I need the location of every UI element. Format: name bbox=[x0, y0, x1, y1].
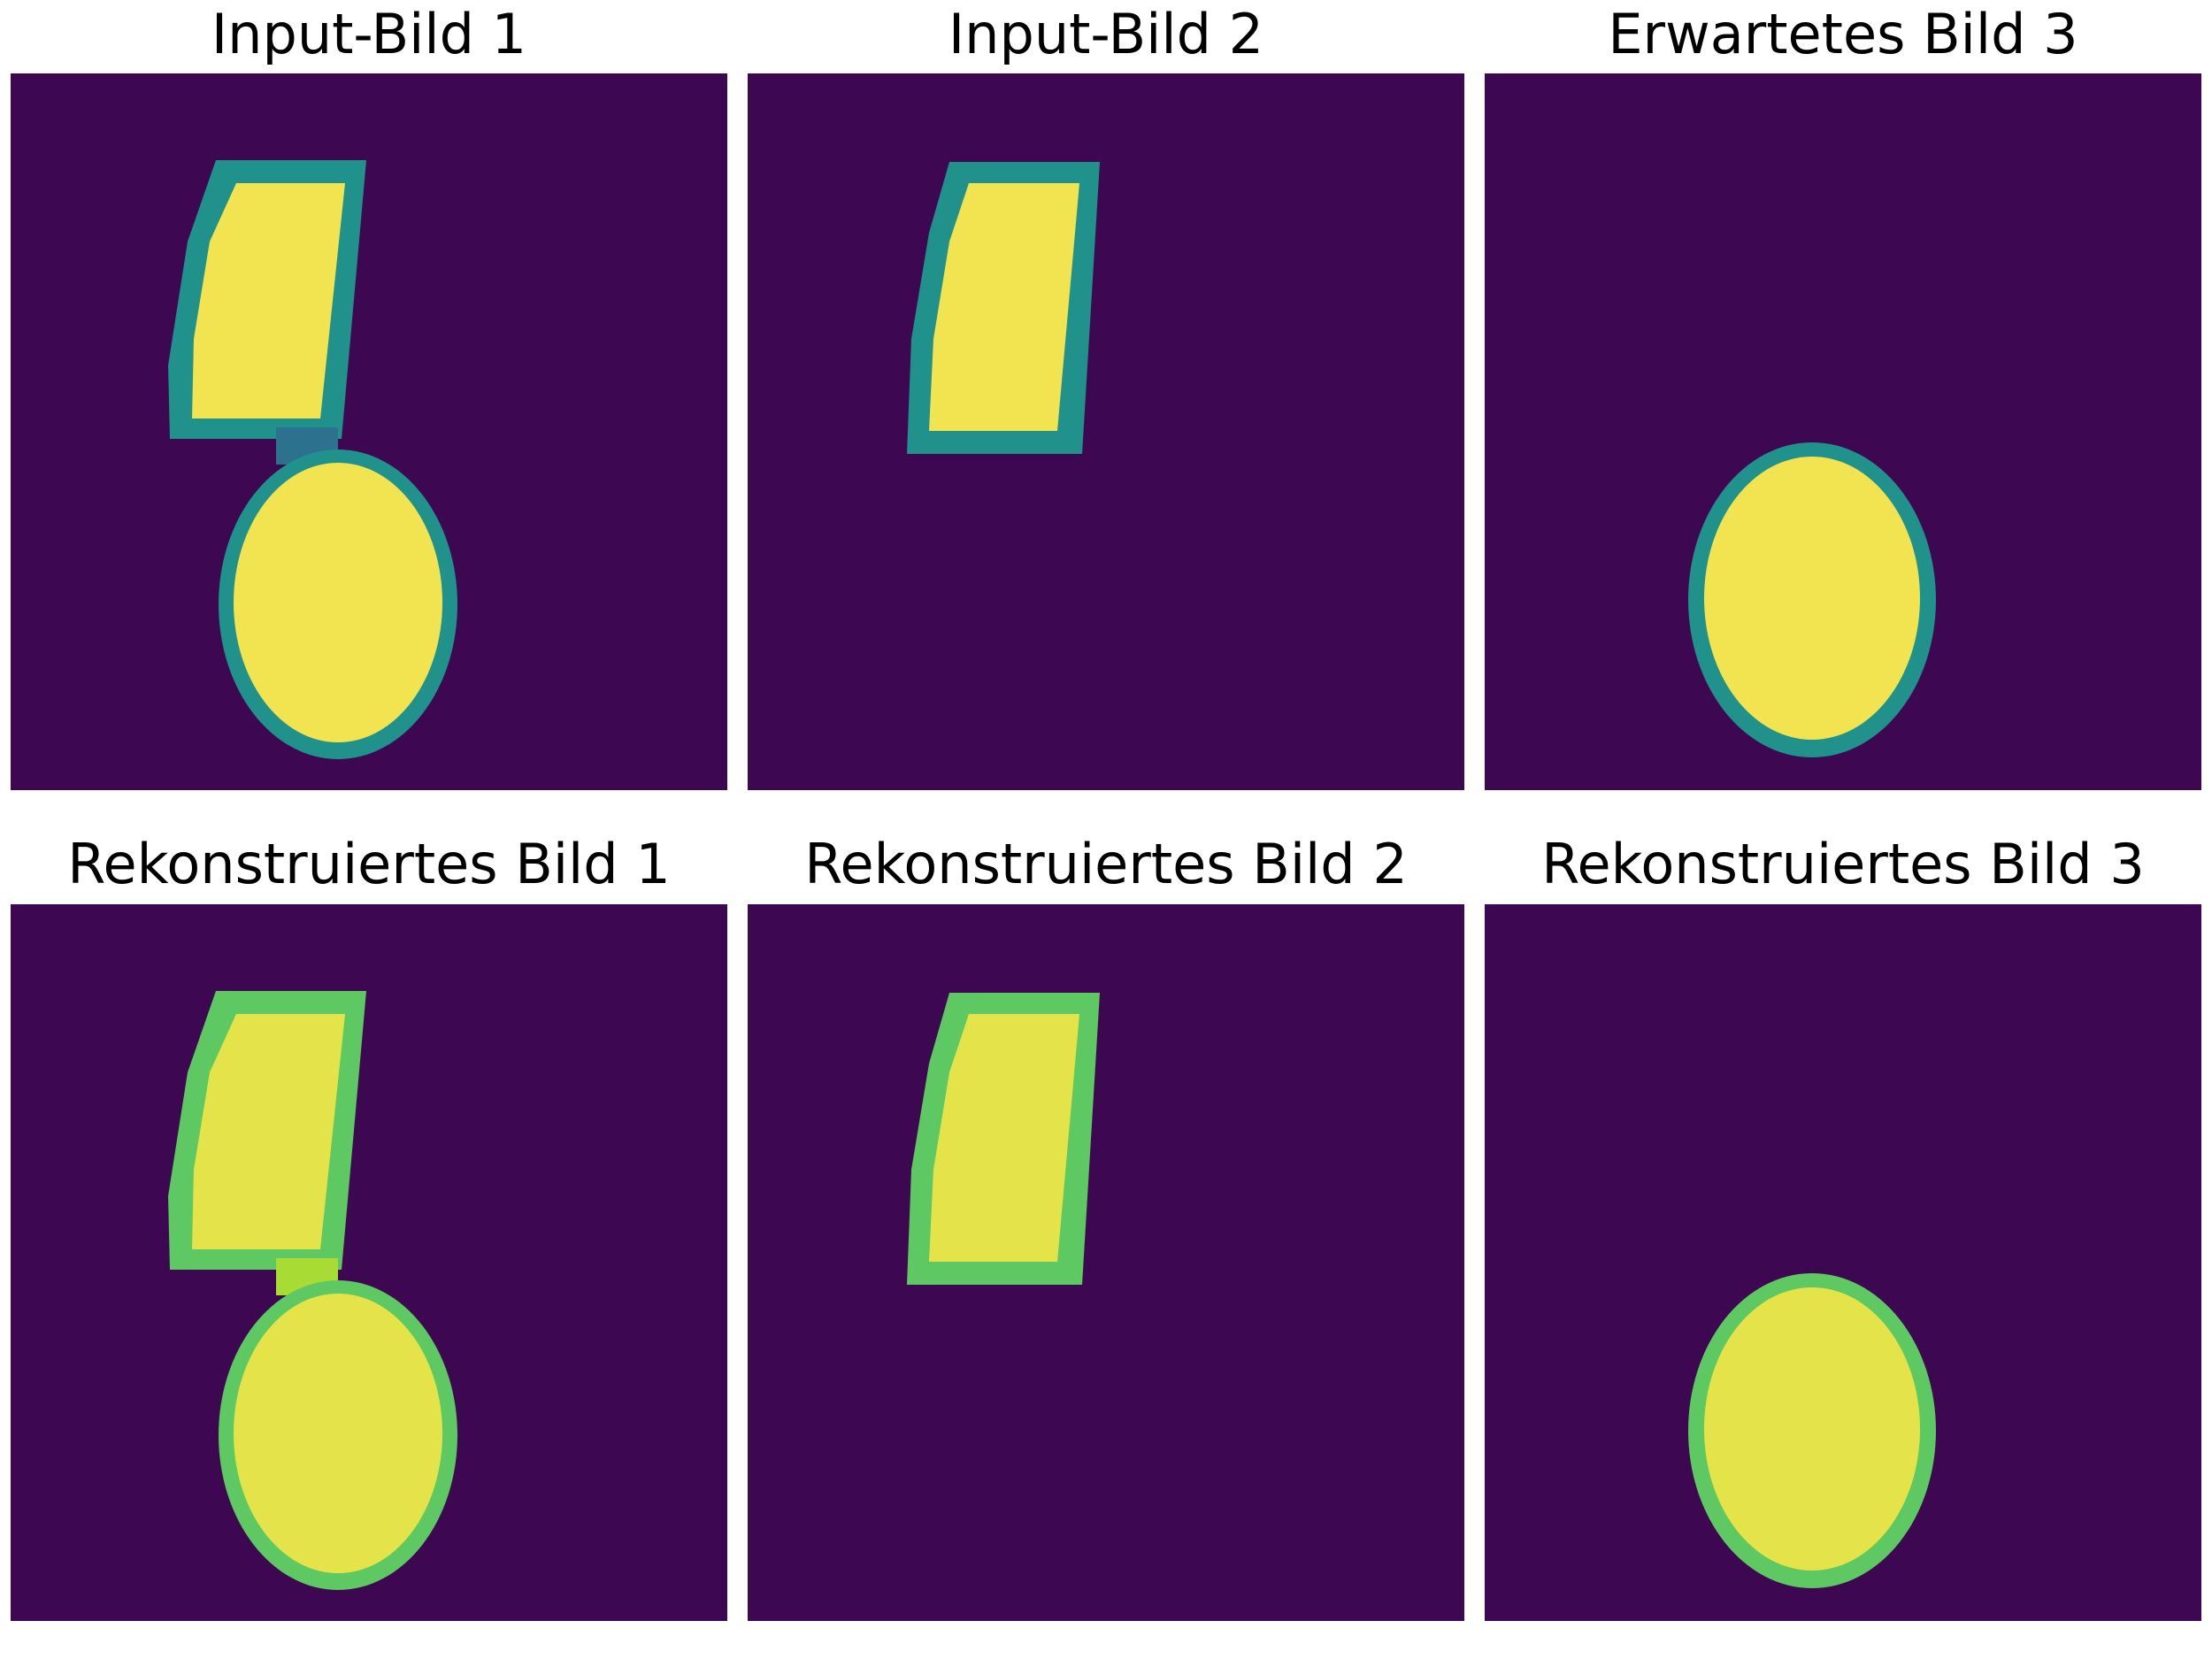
image-canvas bbox=[748, 904, 1464, 1621]
image-canvas bbox=[11, 904, 727, 1621]
image-panel-reconstructed-3 bbox=[1485, 904, 2201, 1621]
image-canvas bbox=[748, 73, 1464, 790]
image-panel-expected-3 bbox=[1485, 73, 2201, 790]
image-panel-input-2 bbox=[748, 73, 1464, 790]
slanted-block-core bbox=[192, 1014, 345, 1249]
panel-title-reconstructed-3: Rekonstruiertes Bild 3 bbox=[1541, 832, 2145, 896]
panel-title-input-2: Input-Bild 2 bbox=[948, 2, 1264, 66]
image-canvas bbox=[1485, 73, 2201, 790]
slanted-block-core bbox=[929, 183, 1079, 431]
image-panel-input-1 bbox=[11, 73, 727, 790]
image-canvas bbox=[11, 73, 727, 790]
background bbox=[748, 904, 1464, 1621]
panel-title-reconstructed-2: Rekonstruiertes Bild 2 bbox=[804, 832, 1408, 896]
background bbox=[748, 73, 1464, 790]
panel-title-input-1: Input-Bild 1 bbox=[211, 2, 527, 66]
slanted-block-core bbox=[192, 183, 345, 419]
slanted-block-core bbox=[929, 1014, 1079, 1262]
oval-core bbox=[234, 1294, 442, 1573]
panel-title-expected-3: Erwartetes Bild 3 bbox=[1608, 2, 2078, 66]
image-panel-reconstructed-2 bbox=[748, 904, 1464, 1621]
oval-core bbox=[1704, 457, 1920, 740]
image-panel-reconstructed-1 bbox=[11, 904, 727, 1621]
image-canvas bbox=[1485, 904, 2201, 1621]
oval-core bbox=[234, 463, 442, 742]
oval-core bbox=[1704, 1287, 1920, 1571]
panel-title-reconstructed-1: Rekonstruiertes Bild 1 bbox=[67, 832, 671, 896]
